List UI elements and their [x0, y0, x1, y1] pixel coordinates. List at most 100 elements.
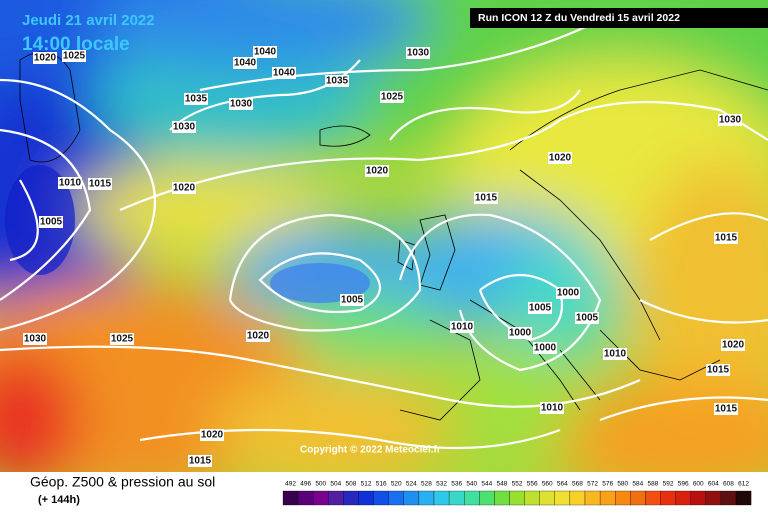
- run-info: Run ICON 12 Z du Vendredi 15 avril 2022: [478, 12, 680, 24]
- isobar-label: 1015: [89, 179, 112, 190]
- isobar-label-bg: [246, 330, 270, 342]
- isobar-label: 1000: [534, 343, 557, 354]
- colorbar-label: 552: [512, 481, 523, 488]
- colorbar-swatch: [615, 490, 631, 506]
- colorbar-swatch: [448, 490, 465, 506]
- colorbar-swatch: [690, 490, 706, 506]
- isobar-label: 1035: [326, 76, 349, 87]
- isobar-label-bg: [508, 327, 532, 339]
- colorbar-label: 536: [451, 481, 462, 488]
- isobar-label-bg: [39, 216, 63, 228]
- colorbar-label: 500: [315, 481, 326, 488]
- isobar-label-bg: [88, 178, 112, 190]
- isobar-label: 1030: [230, 99, 253, 110]
- isobar-label: 1005: [529, 303, 552, 314]
- isobar-label-bg: [233, 57, 257, 69]
- isobar-label-bg: [533, 342, 557, 354]
- isobar-label: 1005: [576, 313, 599, 324]
- colorbar-swatch: [569, 490, 586, 506]
- isobar-label: 1015: [707, 365, 730, 376]
- isobar-label-bg: [706, 364, 730, 376]
- colorbar-swatch: [328, 490, 344, 506]
- colorbar-label: 612: [738, 481, 749, 488]
- colorbar-swatch: [599, 490, 616, 506]
- isobar-label: 1040: [254, 47, 277, 58]
- forecast-time: 14:00 locale: [22, 34, 130, 55]
- isobar-label-bg: [365, 165, 389, 177]
- isobar-label: 1005: [40, 217, 63, 228]
- colorbar-swatch: [388, 490, 404, 506]
- isobar-label-bg: [229, 98, 253, 110]
- isobar-label: 1005: [341, 295, 364, 306]
- copyright: Copyright © 2022 Meteociel.fr: [300, 445, 441, 456]
- colorbar-label: 520: [391, 481, 402, 488]
- isobar-label: 1025: [63, 51, 86, 62]
- isobar-label: 1020: [366, 166, 389, 177]
- isobar-label-bg: [184, 93, 208, 105]
- colorbar-swatch: [675, 490, 691, 506]
- isobar-label-bg: [556, 287, 580, 299]
- isobar-label-bg: [33, 52, 57, 64]
- isobar-label-bg: [253, 46, 277, 58]
- isobar-label: 1015: [475, 193, 498, 204]
- colorbar-swatch: [645, 490, 661, 506]
- colorbar-label: 608: [723, 481, 734, 488]
- isobar-label-bg: [528, 302, 552, 314]
- isobar-label-bg: [172, 182, 196, 194]
- isobar-label: 1020: [34, 53, 57, 64]
- isobar-label-bg: [340, 294, 364, 306]
- colorbar-label: 556: [527, 481, 538, 488]
- isobar-label: 1035: [185, 94, 208, 105]
- isobar-label: 1015: [715, 233, 738, 244]
- colorbar-label: 580: [617, 481, 628, 488]
- run-box: [470, 8, 768, 28]
- colorbar-swatch: [554, 490, 571, 506]
- colorbar-swatch: [524, 490, 540, 506]
- isobar-label: 1030: [407, 48, 430, 59]
- isobar-label: 1010: [604, 349, 627, 360]
- colorbar-swatch: [630, 490, 646, 506]
- colorbar: 492 496 500 504 508 512 516 520 524 528 532 536 540 5…: [282, 481, 752, 506]
- colorbar-label: 568: [572, 481, 583, 488]
- isobar-label-bg: [721, 339, 745, 351]
- colorbar-label: 516: [376, 481, 387, 488]
- footer-title: Géop. Z500 & pression au sol: [30, 474, 215, 490]
- isobar-label: 1030: [173, 122, 196, 133]
- isobar-label: 1010: [59, 178, 82, 189]
- isobar-label-bg: [575, 312, 599, 324]
- isobar-label: 1010: [451, 322, 474, 333]
- colorbar-swatch: [297, 490, 314, 506]
- isobar-label-bg: [110, 333, 134, 345]
- isobar-label-bg: [200, 429, 224, 441]
- isobar-label: 1020: [247, 331, 270, 342]
- isobar-label-bg: [714, 403, 738, 415]
- isobar-label: 1030: [24, 334, 47, 345]
- colorbar-label: 600: [693, 481, 704, 488]
- colorbar-swatch: [584, 490, 601, 506]
- colorbar-swatch: [494, 490, 510, 506]
- isobar-label-bg: [718, 114, 742, 126]
- isobar-label-bg: [272, 67, 296, 79]
- colorbar-swatch: [373, 490, 389, 506]
- colorbar-swatch: [343, 490, 359, 506]
- colorbar-label: 596: [678, 481, 689, 488]
- isobar-label: 1010: [541, 403, 564, 414]
- isobar-label-bg: [325, 75, 349, 87]
- isobar-label: 1025: [111, 334, 134, 345]
- colorbar-swatch: [735, 490, 752, 506]
- colorbar-swatch: [358, 490, 374, 506]
- isobar-label-bg: [58, 177, 82, 189]
- colorbar-label: 512: [361, 481, 372, 488]
- colorbar-label: 496: [300, 481, 311, 488]
- colorbar-swatch: [705, 490, 722, 506]
- isobar-label-bg: [450, 321, 474, 333]
- isobar-label: 1025: [381, 92, 404, 103]
- isobar-label-bg: [548, 152, 572, 164]
- colorbar-swatch: [418, 490, 435, 506]
- footer-subtitle: (+ 144h): [38, 494, 80, 506]
- colorbar-swatch: [433, 490, 450, 506]
- colorbar-swatch: [509, 490, 525, 506]
